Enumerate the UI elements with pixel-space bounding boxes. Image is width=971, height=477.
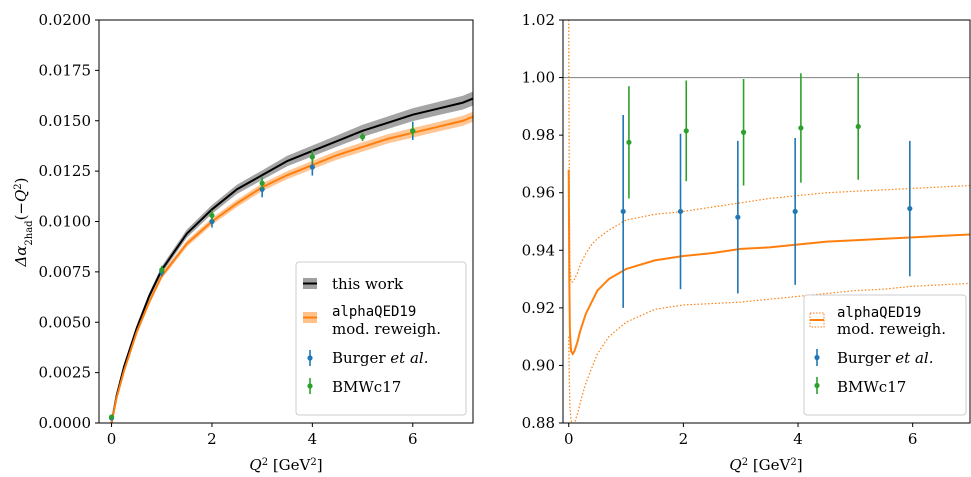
left-legend: this work alphaQED19 mod. reweigh. Burge… xyxy=(295,261,467,416)
legend-label-burger-name: Burger xyxy=(332,349,386,367)
right-burger-et-al-point xyxy=(620,208,626,215)
right-bmwc17-point xyxy=(740,129,747,135)
legend-label-burger: Burger et al. xyxy=(332,349,428,367)
left-y-tick-label: 0.0200 xyxy=(39,11,92,29)
left-this-work-line xyxy=(110,97,473,423)
legend-label-burger-etal: et al. xyxy=(390,349,428,367)
right-legend: alphaQED19 mod. reweigh. Burger et al. B… xyxy=(803,294,967,416)
right-x-tick-label: 0 xyxy=(564,430,574,448)
left-bmwc17-point xyxy=(410,128,416,134)
right-burger-et-al-point xyxy=(907,205,913,212)
right-burger-et-al-point xyxy=(735,214,741,220)
right-panel: 0 2 4 6 0.88 0.90 0.92 0.94 0.96 0.98 1.00 1.02 Q2… xyxy=(522,11,971,474)
right-burger-et-al-point xyxy=(792,208,798,215)
left-plot-area xyxy=(108,91,473,423)
right-y-tick-label: 1.02 xyxy=(522,11,555,29)
right-alphaqed19-lower-bound xyxy=(568,282,970,423)
left-y-axis-label: Δα2had(−Q2) xyxy=(12,177,35,267)
right-y-tick-label: 0.98 xyxy=(522,126,555,144)
right-alphaqed19-line xyxy=(567,169,970,356)
left-x-axis-label: Q2 [GeV2] xyxy=(249,456,322,474)
left-bmwc17-point xyxy=(159,267,165,273)
right-bmwc17-point xyxy=(683,128,689,134)
left-y-tick-label: 0.0125 xyxy=(39,162,92,180)
right-plot-area xyxy=(563,20,970,423)
right-y-tick-label: 0.90 xyxy=(522,356,555,374)
legend-label-burger-r-etal: et al. xyxy=(895,349,933,367)
left-y-tick-label: 0.0075 xyxy=(39,263,92,281)
left-legend-box xyxy=(295,261,467,416)
legend-swatch-burger-dot-r xyxy=(814,354,820,361)
right-x-tick-label: 6 xyxy=(908,430,918,448)
right-x-ticks: 0 2 4 6 xyxy=(564,423,917,448)
right-y-tick-label: 0.92 xyxy=(522,299,555,317)
legend-label-alphaqed-r: alphaQED19 xyxy=(837,305,921,321)
left-y-ticks: 0.0000 0.0025 0.0050 0.0075 0.0100 0.0125 0.01… xyxy=(39,11,99,432)
right-y-tick-label: 1.00 xyxy=(522,69,555,87)
left-y-tick-label: 0.0175 xyxy=(39,61,92,79)
legend-label-bmwc: BMWc17 xyxy=(332,378,401,396)
left-burger-et-al-point xyxy=(209,218,215,225)
left-burger-et-al-point xyxy=(309,164,315,170)
left-y-tick-label: 0.0100 xyxy=(39,213,92,231)
legend-swatch-bmwc-dot xyxy=(307,383,313,389)
left-y-tick-label: 0.0000 xyxy=(39,414,92,432)
left-x-tick-label: 2 xyxy=(207,430,217,448)
right-alphaqed19-upper-bound xyxy=(568,20,970,283)
legend-label-this-work: this work xyxy=(332,275,404,293)
left-x-tick-label: 0 xyxy=(107,430,117,448)
legend-label-burger-r: Burger et al. xyxy=(837,349,933,367)
left-bmwc17-point xyxy=(359,134,366,140)
left-bmwc17-point xyxy=(108,414,115,420)
left-x-tick-label: 6 xyxy=(408,430,418,448)
legend-label-reweigh-r: mod. reweigh. xyxy=(837,320,946,338)
right-y-ticks: 0.88 0.90 0.92 0.94 0.96 0.98 1.00 1.02 xyxy=(522,11,563,432)
legend-swatch-bmwc-dot-r xyxy=(814,382,820,389)
left-bmwc17-point xyxy=(209,212,215,219)
right-y-tick-label: 0.94 xyxy=(522,241,555,259)
right-x-tick-label: 4 xyxy=(793,430,803,448)
left-y-tick-label: 0.0025 xyxy=(39,364,92,382)
right-bmwc17-point xyxy=(798,125,804,131)
legend-swatch-burger-dot xyxy=(307,355,313,361)
legend-label-reweigh: mod. reweigh. xyxy=(332,320,441,338)
right-y-tick-label: 0.96 xyxy=(522,184,555,202)
left-panel: 0 2 4 6 0.0000 0.0025 0.0050 0.0075 0.0100 0.012… xyxy=(12,11,474,474)
left-this-work-band xyxy=(111,91,473,423)
left-y-tick-label: 0.0050 xyxy=(39,313,92,331)
left-x-tick-label: 4 xyxy=(308,430,318,448)
legend-label-bmwc-r: BMWc17 xyxy=(837,378,906,396)
right-burger-et-al-point xyxy=(677,208,684,215)
left-bmwc17-point xyxy=(309,154,315,160)
right-bmwc17-point xyxy=(626,139,632,145)
right-y-tick-label: 0.88 xyxy=(522,414,555,432)
right-x-axis-label: Q2 [GeV2] xyxy=(729,456,802,474)
left-bmwc17-point xyxy=(259,180,265,186)
legend-label-alphaqed: alphaQED19 xyxy=(332,304,416,320)
right-x-tick-label: 2 xyxy=(679,430,689,448)
right-bmwc17-point xyxy=(855,123,861,130)
right-legend-box xyxy=(803,294,967,416)
left-x-ticks: 0 2 4 6 xyxy=(107,423,418,448)
legend-label-burger-r-name: Burger xyxy=(837,349,891,367)
left-y-tick-label: 0.0150 xyxy=(39,112,92,130)
right-axes-frame xyxy=(562,19,971,424)
